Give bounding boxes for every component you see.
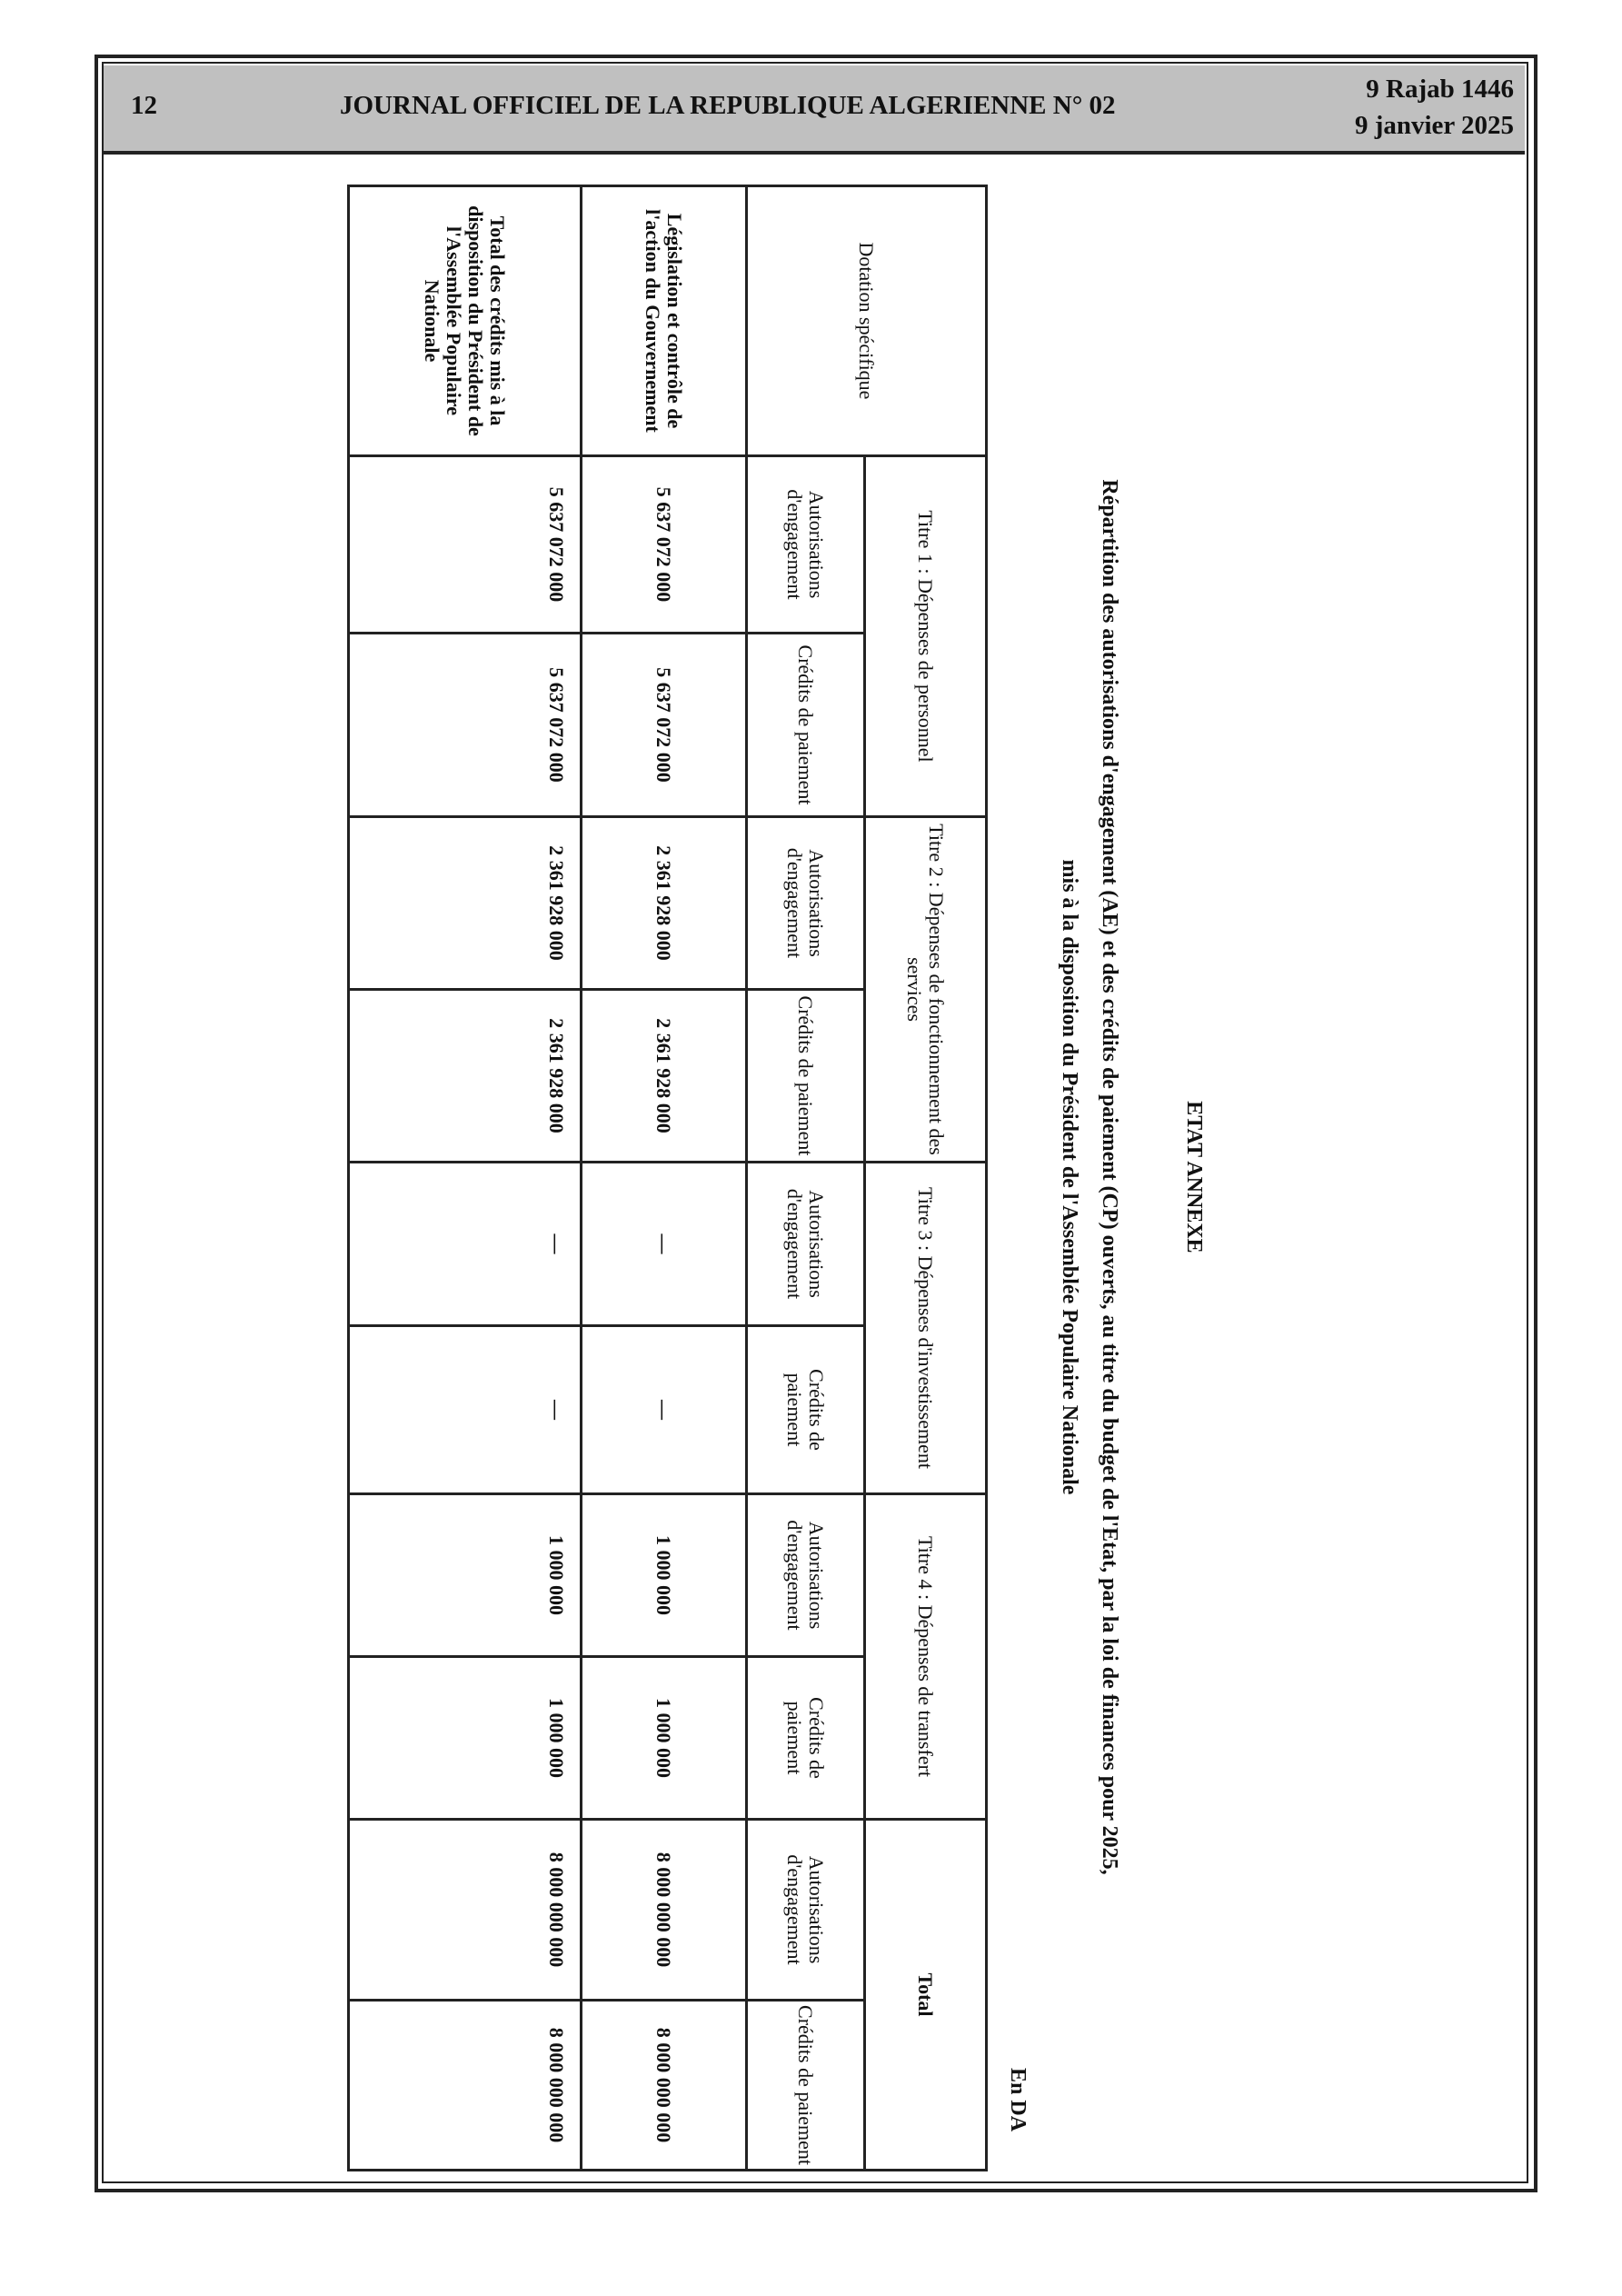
journal-title: JOURNAL OFFICIEL DE LA REPUBLIQUE ALGERI… [340, 91, 1116, 120]
cell: 2 361 928 000 [581, 989, 747, 1163]
cell: — [348, 1325, 582, 1494]
sub-header-ae: Autorisations d'engagement [746, 816, 865, 990]
cell: 8 000 000 000 [348, 2000, 582, 2171]
cell: 1 000 000 [348, 1493, 582, 1657]
cell: 5 637 072 000 [581, 633, 747, 817]
journal-header: 12 JOURNAL OFFICIEL DE LA REPUBLIQUE ALG… [104, 65, 1525, 155]
cell: 1 000 000 [348, 1656, 582, 1820]
budget-table: Dotation spécifique Titre 1 : Dépenses d… [347, 185, 988, 2171]
sub-header-ae: Autorisations d'engagement [746, 1162, 865, 1326]
date-hijri: 9 Rajab 1446 [1366, 75, 1514, 104]
sub-header-cp: Crédits de paiement [746, 1656, 865, 1820]
page-frame-outer [95, 55, 1537, 2192]
annex-title-line2: mis à la disposition du Président de l'A… [1058, 859, 1081, 1495]
cell: 8 000 000 000 [348, 1819, 582, 2001]
annex-heading: ETAT ANNEXE [1182, 1101, 1206, 1253]
page-frame-inner [102, 62, 1528, 2183]
cell: — [581, 1325, 747, 1494]
cell: 5 637 072 000 [581, 455, 747, 634]
cell: 2 361 928 000 [581, 816, 747, 990]
date-gregorian: 9 janvier 2025 [1354, 111, 1514, 140]
rotated-annex: ETAT ANNEXE Répartition des autorisation… [347, 177, 1213, 2177]
cell: 1 000 000 [581, 1493, 747, 1657]
cell: — [581, 1162, 747, 1326]
cell: 8 000 000 000 [581, 1819, 747, 2001]
page-number: 12 [131, 91, 157, 120]
unit-label: En DA [1006, 2068, 1030, 2132]
group-header: Titre 4 : Dépenses de transfert [864, 1493, 987, 1820]
cell: 2 361 928 000 [348, 816, 582, 990]
group-header-total: Total [864, 1819, 987, 2171]
group-header: Titre 3 : Dépenses d'investissement [864, 1162, 987, 1494]
sub-header-cp: Crédits de paiement [746, 633, 865, 817]
row-label: Législation et contrôle de l'action du G… [581, 185, 747, 456]
table-row-total: Total des crédits mis à la disposition d… [348, 185, 582, 2171]
sub-header-cp: Crédits de paiement [746, 2000, 865, 2171]
group-header: Titre 1 : Dépenses de personnel [864, 455, 987, 817]
annex-title: Répartition des autorisations d'engageme… [1050, 177, 1129, 2177]
header-date: 9 Rajab 1446 9 janvier 2025 [1355, 71, 1514, 144]
cell: — [348, 1162, 582, 1326]
cell: 8 000 000 000 [581, 2000, 747, 2171]
cell: 5 637 072 000 [348, 455, 582, 634]
cell: 2 361 928 000 [348, 989, 582, 1163]
sub-header-ae: Autorisations d'engagement [746, 1819, 865, 2001]
sub-header-ae: Autorisations d'engagement [746, 1493, 865, 1657]
sub-header-ae: Autorisations d'engagement [746, 455, 865, 634]
row-header-cell: Dotation spécifique [746, 185, 987, 456]
table-row: Législation et contrôle de l'action du G… [581, 185, 747, 2171]
sub-header-cp: Crédits de paiement [746, 989, 865, 1163]
row-label: Total des crédits mis à la disposition d… [348, 185, 582, 456]
sub-header-cp: Crédits de paiement [746, 1325, 865, 1494]
group-header: Titre 2 : Dépenses de fonctionnement des… [864, 816, 987, 1163]
cell: 5 637 072 000 [348, 633, 582, 817]
cell: 1 000 000 [581, 1656, 747, 1820]
annex-title-line1: Répartition des autorisations d'engageme… [1098, 479, 1121, 1875]
